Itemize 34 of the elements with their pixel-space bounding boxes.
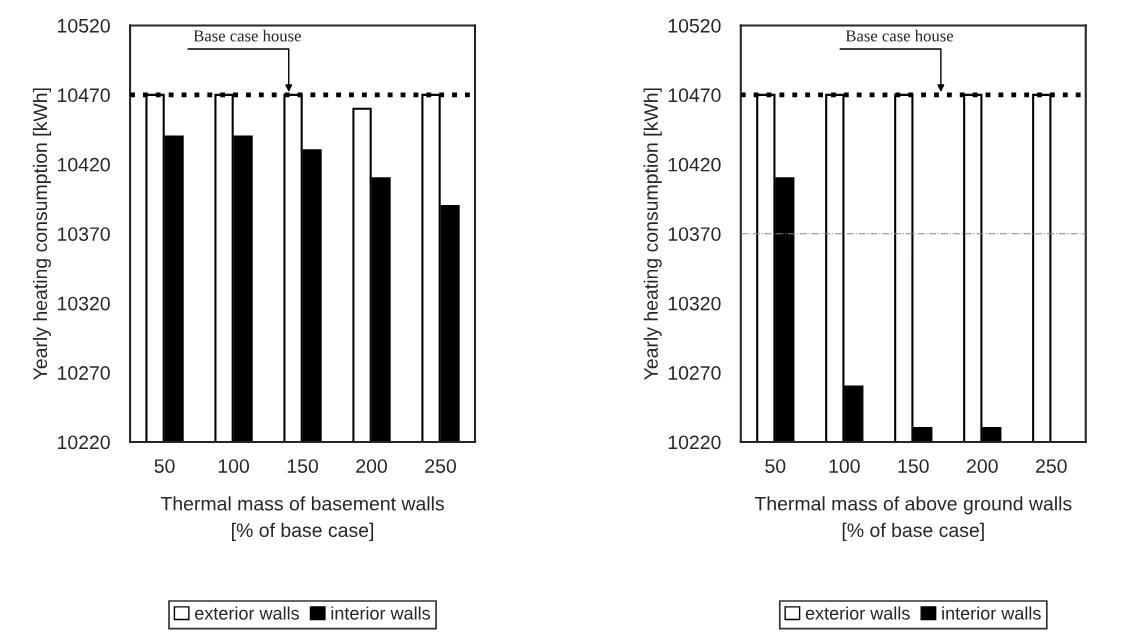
y-tick-label: 10420 <box>668 157 721 172</box>
x-tick-label: 150 <box>287 459 318 473</box>
y-tick-label: 10270 <box>58 366 110 380</box>
y-tick-label: 10520 <box>58 18 110 33</box>
y-tick-label: 10320 <box>58 296 110 311</box>
y-axis-title: Yearly heating consumption [kWh] <box>643 88 662 380</box>
x-tick-label: 50 <box>765 459 786 473</box>
y-tick-label: 10470 <box>668 88 721 103</box>
legend-label: interior walls <box>331 606 431 620</box>
y-tick-label: 10220 <box>58 435 110 450</box>
y-axis-title: Yearly heating consumption [kWh] <box>32 88 51 380</box>
x-tick-label: 50 <box>154 459 175 473</box>
x-tick-label: 250 <box>1036 459 1067 473</box>
x-tick-label: 100 <box>218 459 250 473</box>
x-axis-title: Thermal mass of basement walls [% of base case] <box>160 496 444 541</box>
x-axis-title: Thermal mass of above ground walls [% of base case] <box>754 496 1072 541</box>
x-tick-label: 200 <box>967 459 998 473</box>
y-tick-label: 10320 <box>668 296 721 311</box>
ref-line-label: Base case house <box>845 29 954 42</box>
y-tick-label: 10370 <box>668 227 721 241</box>
x-tick-label: 100 <box>829 459 860 473</box>
legend-label: exterior walls <box>805 606 910 620</box>
legend-label: interior walls <box>942 606 1041 620</box>
y-tick-label: 10370 <box>58 227 110 241</box>
y-tick-label: 10270 <box>668 366 721 380</box>
y-tick-label: 10470 <box>58 88 110 103</box>
x-tick-label: 250 <box>425 459 456 473</box>
x-tick-label: 150 <box>898 459 929 473</box>
y-tick-label: 10420 <box>58 157 110 172</box>
y-tick-label: 10520 <box>668 18 721 33</box>
ref-line-label: Base case house <box>193 29 301 42</box>
x-tick-label: 200 <box>356 459 387 473</box>
y-tick-label: 10220 <box>668 435 721 450</box>
legend-label: exterior walls <box>195 606 299 620</box>
